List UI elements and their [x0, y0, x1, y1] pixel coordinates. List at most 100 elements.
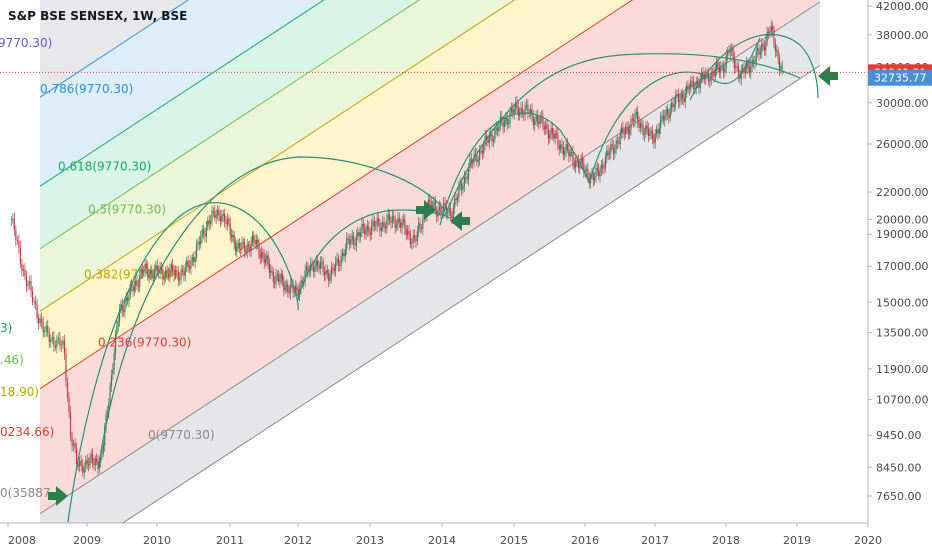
candle-body: [671, 102, 673, 109]
candle-body: [506, 117, 508, 125]
candle-body: [709, 81, 711, 82]
candle-body: [469, 158, 471, 168]
candle-body: [176, 269, 178, 272]
candle-body: [250, 243, 252, 251]
candle-body: [603, 168, 605, 170]
candle-body: [404, 219, 406, 230]
candle-body: [97, 461, 99, 469]
candle-body: [781, 65, 783, 69]
candle-body: [204, 233, 206, 237]
candle-body: [657, 129, 659, 134]
candle-body: [241, 242, 243, 250]
candle-body: [758, 48, 760, 55]
candle-body: [502, 121, 504, 128]
candle-body: [599, 171, 601, 177]
candle-body: [498, 124, 500, 132]
candle-body: [268, 264, 271, 273]
candle-body: [114, 333, 117, 354]
candle-body: [465, 176, 467, 178]
candle-body: [300, 280, 302, 289]
candle-body: [521, 107, 524, 115]
candle-body: [576, 160, 578, 162]
candle-body: [288, 291, 290, 294]
candle-body: [480, 150, 482, 152]
candle-body: [325, 270, 327, 276]
candle-body: [261, 252, 263, 259]
candle-body: [618, 142, 620, 144]
candle-body: [474, 153, 477, 155]
candle-body: [503, 121, 506, 128]
candle-body: [635, 111, 637, 114]
candle-body: [136, 280, 138, 286]
candle-body: [455, 198, 457, 201]
candle-body: [744, 69, 746, 73]
candle-body: [769, 31, 771, 34]
candle-body: [344, 249, 346, 257]
candle-body: [615, 140, 617, 150]
candle-body: [101, 453, 103, 454]
candle-body: [372, 220, 374, 226]
candle-body: [156, 264, 158, 272]
candle-body: [274, 281, 276, 284]
candle-body: [445, 204, 447, 214]
candle-body: [641, 123, 643, 126]
candle-body: [128, 295, 130, 301]
candle-body: [65, 353, 67, 382]
candle-body: [645, 125, 647, 134]
candle-body: [752, 59, 755, 64]
candle-body: [343, 253, 345, 257]
candle-body: [643, 133, 646, 136]
candle-body: [538, 121, 540, 124]
plot-area: 0(9770.30)0.236(9770.30)0.382(9770.30)0.…: [0, 0, 838, 523]
candle-body: [672, 102, 674, 107]
candle-body: [731, 48, 733, 51]
arc-curve-2: [297, 209, 451, 301]
candle-body: [454, 198, 456, 208]
candle-body: [757, 48, 759, 52]
candle-body: [546, 124, 548, 130]
candle-body: [219, 216, 222, 222]
candle-body: [153, 269, 156, 279]
candle-body: [357, 232, 359, 236]
candle-body: [686, 85, 688, 93]
candle-body: [72, 443, 75, 446]
candle-body: [447, 212, 449, 214]
candle-body: [748, 67, 751, 74]
left-edge-label-3: 18.90): [0, 385, 39, 399]
candle-body: [140, 269, 142, 276]
candle-body: [336, 258, 338, 263]
y-tick-label: 17000.00: [876, 260, 929, 273]
candle-body: [375, 225, 377, 227]
candle-body: [41, 318, 43, 323]
candle-body: [433, 201, 435, 206]
candle-body: [654, 133, 656, 143]
candle-body: [335, 262, 337, 271]
candle-body: [297, 289, 299, 296]
candle-body: [129, 284, 131, 296]
arc-curve-0: [67, 202, 299, 523]
candle-body: [145, 264, 148, 268]
candle-body: [780, 68, 782, 70]
candle-body: [246, 244, 248, 252]
candle-body: [721, 65, 723, 67]
candle-body: [698, 83, 700, 88]
candle-body: [333, 268, 335, 271]
candle-body: [106, 412, 109, 415]
candle-body: [87, 463, 90, 466]
candle-body: [683, 98, 685, 102]
candle-body: [253, 235, 255, 241]
candle-body: [620, 127, 623, 134]
candle-body: [380, 228, 382, 231]
candle-body: [763, 45, 766, 51]
candle-body: [470, 158, 472, 163]
candle-body: [143, 271, 145, 273]
candle-body: [729, 50, 731, 53]
channel-label-0_618: 0.618(9770.30): [58, 159, 151, 173]
candle-body: [449, 208, 452, 216]
candle-body: [646, 125, 648, 129]
candle-body: [443, 203, 445, 212]
candle-body: [691, 80, 693, 82]
candle-body: [774, 44, 776, 52]
x-tick-label: 2017: [641, 534, 669, 547]
candle-body: [610, 144, 612, 153]
